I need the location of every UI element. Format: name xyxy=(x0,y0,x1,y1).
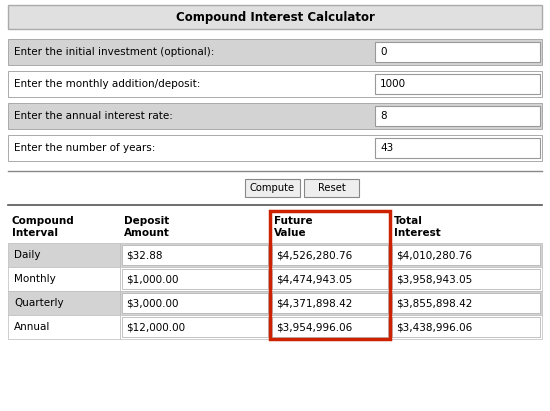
Bar xyxy=(392,317,540,337)
Bar xyxy=(390,315,542,339)
Text: $4,526,280.76: $4,526,280.76 xyxy=(276,250,352,260)
Bar xyxy=(122,245,268,265)
Text: Annual: Annual xyxy=(14,322,51,332)
Bar xyxy=(120,267,270,291)
Text: $3,438,996.06: $3,438,996.06 xyxy=(396,322,472,332)
Text: Reset: Reset xyxy=(318,183,345,193)
Bar xyxy=(8,291,120,315)
Bar xyxy=(8,243,120,267)
Bar xyxy=(8,211,120,243)
Bar xyxy=(392,269,540,289)
Text: 0: 0 xyxy=(380,47,387,57)
Bar xyxy=(270,291,390,315)
Bar xyxy=(272,293,388,313)
Bar xyxy=(8,267,120,291)
Text: $32.88: $32.88 xyxy=(126,250,162,260)
Bar xyxy=(122,317,268,337)
Bar xyxy=(8,39,542,65)
Text: Enter the monthly addition/deposit:: Enter the monthly addition/deposit: xyxy=(14,79,200,89)
Bar xyxy=(390,211,542,243)
Text: $4,010,280.76: $4,010,280.76 xyxy=(396,250,472,260)
Bar xyxy=(375,42,540,62)
Bar xyxy=(272,245,388,265)
Bar xyxy=(375,138,540,158)
Text: Quarterly: Quarterly xyxy=(14,298,64,308)
Bar xyxy=(304,179,359,197)
Bar xyxy=(120,211,270,243)
Bar xyxy=(270,267,390,291)
Text: $4,371,898.42: $4,371,898.42 xyxy=(276,298,353,308)
Bar xyxy=(8,71,542,97)
Bar xyxy=(122,269,268,289)
Bar xyxy=(122,293,268,313)
Bar xyxy=(392,293,540,313)
Text: Monthly: Monthly xyxy=(14,274,56,284)
Bar xyxy=(120,315,270,339)
Text: Enter the annual interest rate:: Enter the annual interest rate: xyxy=(14,111,173,121)
Text: $3,958,943.05: $3,958,943.05 xyxy=(396,274,472,284)
Bar xyxy=(270,243,390,267)
Bar xyxy=(270,315,390,339)
Bar xyxy=(245,179,300,197)
Text: $4,474,943.05: $4,474,943.05 xyxy=(276,274,352,284)
Text: $3,954,996.06: $3,954,996.06 xyxy=(276,322,352,332)
Bar xyxy=(375,106,540,126)
Bar xyxy=(8,103,542,129)
Bar xyxy=(375,74,540,94)
Bar xyxy=(270,211,390,339)
Text: Compound Interest Calculator: Compound Interest Calculator xyxy=(175,11,375,23)
Text: $3,000.00: $3,000.00 xyxy=(126,298,179,308)
Text: 1000: 1000 xyxy=(380,79,406,89)
Text: 8: 8 xyxy=(380,111,387,121)
Bar xyxy=(8,315,120,339)
Text: Compute: Compute xyxy=(250,183,295,193)
Bar xyxy=(272,317,388,337)
Text: $12,000.00: $12,000.00 xyxy=(126,322,185,332)
Text: Total
Interest: Total Interest xyxy=(394,216,441,238)
Bar xyxy=(120,291,270,315)
Text: Deposit
Amount: Deposit Amount xyxy=(124,216,170,238)
Bar xyxy=(392,245,540,265)
Bar xyxy=(120,243,270,267)
Bar xyxy=(272,269,388,289)
Bar xyxy=(8,5,542,29)
Text: Future
Value: Future Value xyxy=(274,216,312,238)
Bar xyxy=(8,135,542,161)
Text: $3,855,898.42: $3,855,898.42 xyxy=(396,298,472,308)
Bar xyxy=(390,267,542,291)
Text: 43: 43 xyxy=(380,143,393,153)
Text: Enter the initial investment (optional):: Enter the initial investment (optional): xyxy=(14,47,214,57)
Text: Daily: Daily xyxy=(14,250,41,260)
Bar xyxy=(270,211,390,243)
Bar xyxy=(390,291,542,315)
Text: Enter the number of years:: Enter the number of years: xyxy=(14,143,155,153)
Text: $1,000.00: $1,000.00 xyxy=(126,274,179,284)
Text: Compound
Interval: Compound Interval xyxy=(12,216,75,238)
Bar xyxy=(390,243,542,267)
